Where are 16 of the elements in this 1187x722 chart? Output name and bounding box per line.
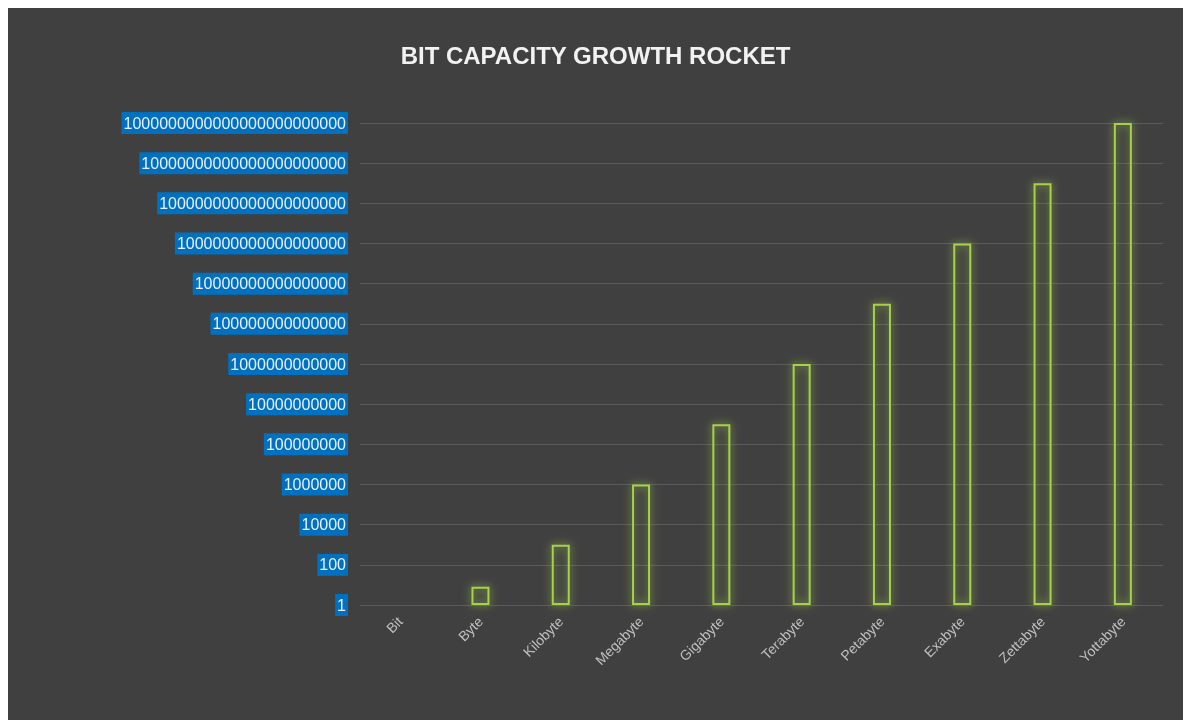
y-tick-label: 1 xyxy=(337,596,347,614)
y-tick-label: 1000000 xyxy=(283,476,347,493)
y-tick-label: 10000000000 xyxy=(248,395,347,413)
y-tick-label: 10000000000000000 xyxy=(194,275,347,293)
y-tick-label: 1000000000000000000000000 xyxy=(123,114,347,132)
y-tick-label: 100000000000000 xyxy=(212,315,347,333)
x-tick-label: Byte xyxy=(455,613,487,645)
y-tick-label: 10000000000000000000000 xyxy=(141,154,347,172)
y-tick-label: 10000 xyxy=(301,516,347,534)
chart-title: BIT CAPACITY GROWTH ROCKET xyxy=(400,41,791,69)
y-tick-label: 100 xyxy=(319,556,347,574)
y-tick-label: 100000000 xyxy=(265,435,347,453)
y-tick-label: 100000000000000000000 xyxy=(159,194,347,212)
y-tick-label: 1000000000000 xyxy=(230,355,347,373)
x-tick-label: Bit xyxy=(382,613,406,637)
y-tick-label: 1000000000000000000 xyxy=(176,235,347,252)
